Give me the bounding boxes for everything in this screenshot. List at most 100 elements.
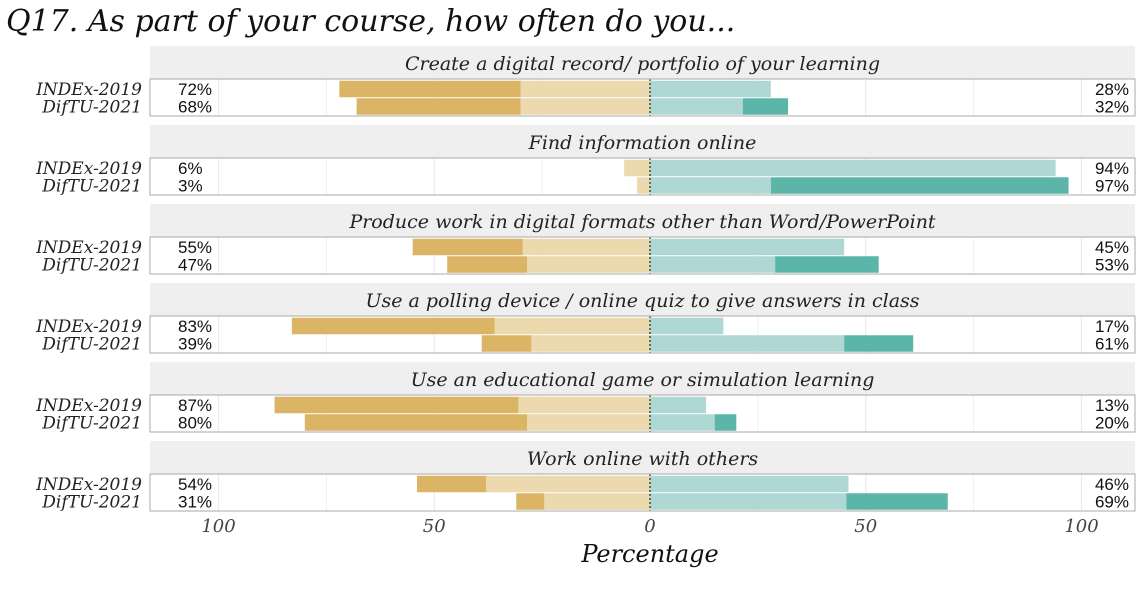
bar-pos-strong xyxy=(775,256,879,273)
pos-percent-label: 61% xyxy=(1095,335,1129,354)
row-label: INDEx-2019 xyxy=(35,475,142,495)
facet-strip xyxy=(150,46,1135,79)
neg-percent-label: 31% xyxy=(178,493,212,512)
pos-percent-label: 28% xyxy=(1095,80,1129,99)
facet-panel: Use an educational game or simulation le… xyxy=(35,362,1136,434)
facet-strip xyxy=(150,441,1135,474)
x-axis: 100 50 0 50 100 xyxy=(201,516,1098,537)
bar-neg-light xyxy=(520,80,650,98)
neg-percent-label: 47% xyxy=(178,256,212,275)
neg-percent-label: 68% xyxy=(178,98,212,117)
facet-label: Use a polling device / online quiz to gi… xyxy=(365,290,919,312)
row-label: DifTU-2021 xyxy=(41,335,142,355)
row-label: DifTU-2021 xyxy=(41,414,142,434)
neg-percent-label: 83% xyxy=(178,317,212,336)
bar-pos-light xyxy=(650,159,1056,177)
bar-neg-light xyxy=(624,159,650,177)
facet-panel: Use a polling device / online quiz to gi… xyxy=(35,283,1136,355)
row-label: INDEx-2019 xyxy=(35,80,142,100)
pos-percent-label: 69% xyxy=(1095,493,1129,512)
bar-pos-light xyxy=(650,335,845,352)
bar-neg-light xyxy=(637,177,650,194)
facet-label: Work online with others xyxy=(527,448,759,470)
facet-panel: Produce work in digital formats other th… xyxy=(35,204,1136,276)
x-tick-label: 100 xyxy=(1064,516,1098,537)
row-label: DifTU-2021 xyxy=(41,493,142,513)
panel-border xyxy=(149,157,1136,196)
bar-pos-light xyxy=(650,98,743,115)
bar-pos-light xyxy=(650,80,771,98)
facet-label: Find information online xyxy=(528,132,757,154)
neg-percent-label: 55% xyxy=(178,238,212,257)
bar-pos-strong xyxy=(742,98,789,115)
neg-percent-label: 87% xyxy=(178,396,212,415)
x-tick-label: 0 xyxy=(644,516,655,537)
bar-neg-strong xyxy=(412,238,523,256)
bar-neg-strong xyxy=(356,98,521,115)
bar-neg-strong xyxy=(516,493,545,510)
bar-neg-strong xyxy=(274,396,519,414)
panel-border xyxy=(149,236,1136,275)
panel-border xyxy=(149,315,1136,354)
bar-pos-strong xyxy=(714,414,737,431)
neg-percent-label: 3% xyxy=(178,177,203,196)
bar-pos-light xyxy=(650,177,771,194)
bar-pos-strong xyxy=(846,493,948,510)
bar-neg-light xyxy=(527,414,650,431)
bar-neg-light xyxy=(544,493,650,510)
facet-panel: Work online with others INDEx-2019 54% 46% D… xyxy=(35,441,1136,513)
facet-panel: Find information online INDEx-2019 6% 94% Di… xyxy=(35,125,1136,197)
row-label: DifTU-2021 xyxy=(41,177,142,197)
bar-neg-strong xyxy=(447,256,528,273)
row-label: DifTU-2021 xyxy=(41,256,142,276)
bar-pos-light xyxy=(650,317,724,335)
neg-percent-label: 80% xyxy=(178,414,212,433)
bar-pos-light xyxy=(650,256,776,273)
bar-neg-strong xyxy=(481,335,532,352)
panel-border xyxy=(149,394,1136,433)
bar-neg-light xyxy=(486,475,650,493)
bar-pos-light xyxy=(650,238,845,256)
pos-percent-label: 46% xyxy=(1095,475,1129,494)
bar-neg-light xyxy=(520,98,650,115)
pos-percent-label: 53% xyxy=(1095,256,1129,275)
neg-percent-label: 72% xyxy=(178,80,212,99)
neg-percent-label: 39% xyxy=(178,335,212,354)
neg-percent-label: 6% xyxy=(178,159,203,178)
bar-pos-light xyxy=(650,414,715,431)
facet-strip xyxy=(150,204,1135,237)
bar-pos-light xyxy=(650,396,707,414)
bar-neg-strong xyxy=(416,475,487,493)
bar-neg-strong xyxy=(304,414,528,431)
pos-percent-label: 94% xyxy=(1095,159,1129,178)
x-axis-label: Percentage xyxy=(580,540,718,568)
x-tick-label: 50 xyxy=(854,516,877,537)
bar-neg-light xyxy=(527,256,650,273)
bar-pos-strong xyxy=(844,335,914,352)
pos-percent-label: 17% xyxy=(1095,317,1129,336)
panel-border xyxy=(149,78,1136,117)
bar-pos-light xyxy=(650,493,847,510)
bar-neg-light xyxy=(531,335,650,352)
panel-border xyxy=(149,473,1136,512)
bar-neg-strong xyxy=(339,80,521,98)
row-label: DifTU-2021 xyxy=(41,98,142,118)
x-tick-label: 100 xyxy=(201,516,235,537)
facet-label: Use an educational game or simulation le… xyxy=(411,369,875,391)
facet-label: Create a digital record/ portfolio of yo… xyxy=(405,53,880,75)
pos-percent-label: 13% xyxy=(1095,396,1129,415)
bar-neg-light xyxy=(494,317,650,335)
facet-label: Produce work in digital formats other th… xyxy=(348,211,935,233)
bar-neg-light xyxy=(522,238,650,256)
pos-percent-label: 20% xyxy=(1095,414,1129,433)
facet-panels: Create a digital record/ portfolio of yo… xyxy=(35,46,1136,513)
bar-neg-light xyxy=(518,396,650,414)
row-label: INDEx-2019 xyxy=(35,317,142,337)
neg-percent-label: 54% xyxy=(178,475,212,494)
bar-pos-light xyxy=(650,475,849,493)
pos-percent-label: 45% xyxy=(1095,238,1129,257)
row-label: INDEx-2019 xyxy=(35,396,142,416)
pos-percent-label: 97% xyxy=(1095,177,1129,196)
chart-title: Q17. As part of your course, how often d… xyxy=(6,4,735,39)
